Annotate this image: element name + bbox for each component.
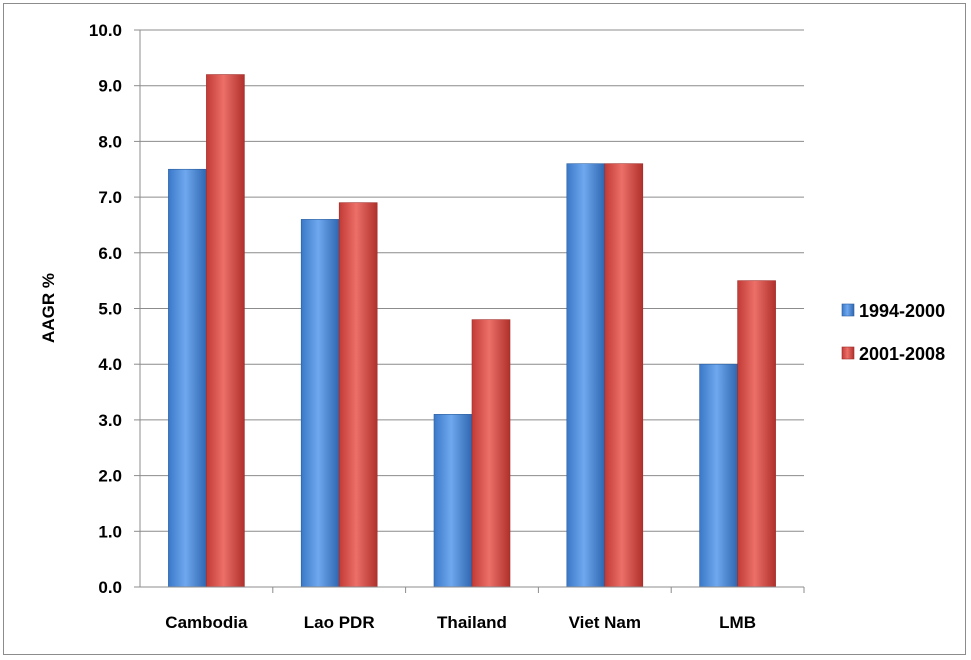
bars <box>168 74 776 588</box>
y-tick-label: 9.0 <box>98 77 122 96</box>
y-tick-label: 7.0 <box>98 188 122 207</box>
bar-1994-2000-Lao PDR <box>300 219 340 588</box>
bar-2001-2008-Lao PDR <box>338 202 378 588</box>
y-tick-label: 0.0 <box>98 578 122 597</box>
x-tick-label: Cambodia <box>165 613 248 632</box>
gridlines <box>140 29 804 532</box>
bar-2001-2008-Cambodia <box>206 74 245 588</box>
y-tick-label: 6.0 <box>98 244 122 263</box>
y-axis-title: AAGR % <box>39 273 58 343</box>
bar-2001-2008-Thailand <box>471 319 511 588</box>
legend-label: 1994-2000 <box>859 301 945 321</box>
x-tick-label: Thailand <box>437 613 507 632</box>
bar-1994-2000-Viet Nam <box>566 163 606 588</box>
y-tick-label: 1.0 <box>98 522 122 541</box>
bar-2001-2008-Viet Nam <box>604 163 644 588</box>
bar-1994-2000-Thailand <box>433 414 473 588</box>
bar-2001-2008-LMB <box>737 280 776 588</box>
y-tick-label: 4.0 <box>98 355 122 374</box>
y-tick-label: 5.0 <box>98 300 122 319</box>
bar-1994-2000-LMB <box>699 363 738 588</box>
x-tick-label: Lao PDR <box>304 613 375 632</box>
axes <box>134 29 805 593</box>
y-tick-labels: 0.0 1.0 2.0 3.0 4.0 5.0 6.0 7.0 8.0 9.0 10.0 <box>89 21 122 597</box>
legend-swatch <box>841 303 855 317</box>
legend-label: 2001-2008 <box>859 344 945 364</box>
x-tick-labels: Cambodia Lao PDR Thailand Viet Nam LMB <box>165 613 756 632</box>
y-tick-label: 2.0 <box>98 467 122 486</box>
bar-1994-2000-Cambodia <box>168 168 207 588</box>
legend: 1994-2000 2001-2008 <box>841 301 945 364</box>
y-tick-label: 8.0 <box>98 132 122 151</box>
x-tick-label: LMB <box>719 613 756 632</box>
x-tick-label: Viet Nam <box>569 613 641 632</box>
legend-swatch <box>841 346 855 360</box>
y-tick-label: 10.0 <box>89 21 122 40</box>
y-tick-label: 3.0 <box>98 411 122 430</box>
